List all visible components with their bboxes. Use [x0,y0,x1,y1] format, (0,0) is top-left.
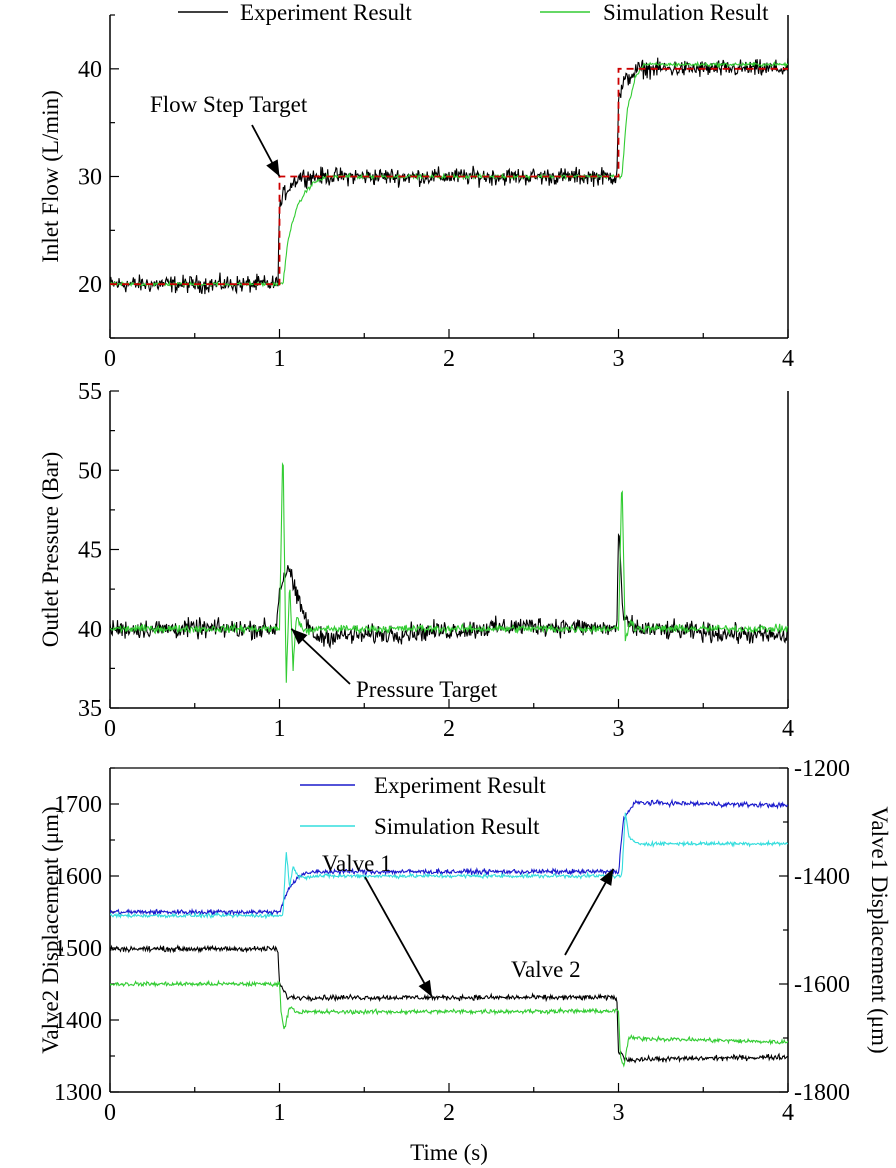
legend-label: Experiment Result [240,0,412,25]
y-tick-label: 20 [78,272,102,298]
x-tick-label: 2 [443,346,455,372]
y-tick-label: 30 [78,165,102,191]
series-valve-1-experiment [110,944,788,1064]
x-tick-label: 0 [104,1100,116,1126]
series-simulation-result [110,461,788,683]
y-tick-label: 1400 [54,1008,102,1034]
x-tick-label: 3 [613,716,625,742]
x-axis-label: Time (s) [410,1140,488,1165]
legend-label: Experiment Result [374,773,546,798]
annotation-label: Valve 1 [322,851,392,876]
y-axis-label: Valve2 Displacement (μm) [38,806,63,1053]
annotation-label: Flow Step Target [150,92,308,117]
annotation-label: Valve 2 [511,957,581,982]
y-tick-label: 50 [78,458,102,484]
series-simulation-result [110,812,788,920]
x-tick-label: 3 [613,1100,625,1126]
x-tick-label: 1 [274,1100,286,1126]
x-tick-label: 1 [274,716,286,742]
annotation-label: Pressure Target [356,677,498,702]
y-tick-label: 35 [78,696,102,722]
x-tick-label: 2 [443,1100,455,1126]
y2-tick-label: -1800 [794,1080,850,1106]
series-flow-step-target [110,67,788,286]
legend: Experiment Result Simulation Result [300,773,546,839]
series-experiment-result [110,57,788,295]
annotation-arrow-line [564,868,615,956]
x-tick-label: 0 [104,346,116,372]
y-tick-label: 40 [78,57,102,83]
y-tick-label: 1300 [54,1080,102,1106]
chart-1-axes: 0 1 2 3 4 20 30 40 Inlet Flow (L/min) [38,14,794,372]
x-tick-label: 4 [782,716,794,742]
y2-tick-label: -1400 [794,864,850,890]
x-tick-label: 0 [104,716,116,742]
annotation: Flow Step Target [150,92,308,177]
y-tick-label: 1600 [54,864,102,890]
y2-tick-label: -1200 [794,756,850,782]
y2-tick-label: -1600 [794,972,850,998]
annotation-arrowhead [266,159,280,177]
annotation: Valve 1 [322,851,433,998]
y-tick-label: 45 [78,538,102,564]
y-axis-label: Inlet Flow (L/min) [38,90,63,262]
y-tick-label: 1700 [54,792,102,818]
y-tick-label: 55 [78,379,102,405]
annotation: Pressure Target [290,628,498,702]
annotation-arrow-line [364,876,433,998]
chart-2-axes: 0 1 2 3 4 35 40 45 50 55 Outlet Pressure (Bar) [38,379,794,742]
annotation-arrowhead [599,868,614,886]
x-tick-label: 1 [274,346,286,372]
y-tick-label: 1500 [54,936,102,962]
legend: Experiment Result Simulation Result [178,0,769,25]
annotation-arrowhead [418,979,433,997]
series-valve-1-simulation [110,979,788,1068]
legend-label: Simulation Result [374,814,540,839]
annotation-arrowhead [291,628,308,645]
x-tick-label: 2 [443,716,455,742]
legend-label: Simulation Result [603,0,769,25]
right-axis: -1800 -1600 -1400 -1200 Valve1 Displacement … [779,756,892,1106]
y-tick-label: 40 [78,617,102,643]
x-tick-label: 3 [613,346,625,372]
x-tick-label: 4 [782,346,794,372]
series-experiment-result [110,798,788,917]
annotation: Valve 2 [511,868,615,982]
y-axis-label: Outlet Pressure (Bar) [38,452,63,647]
x-tick-label: 4 [782,1100,794,1126]
y2-axis-label: Valve1 Displacement (μm) [867,806,892,1053]
